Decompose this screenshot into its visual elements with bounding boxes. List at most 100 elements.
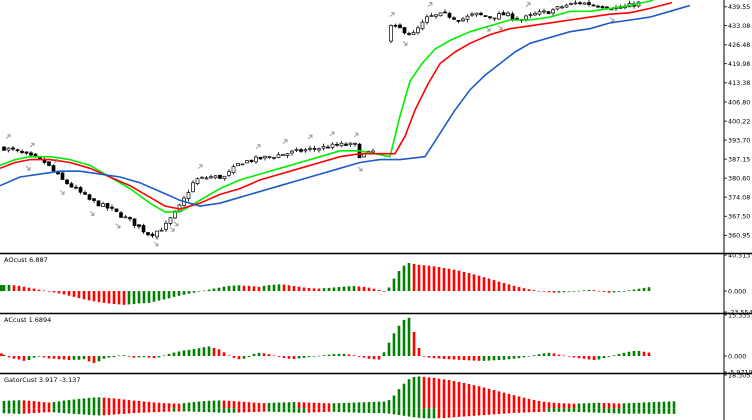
oscillator-bar xyxy=(177,351,181,357)
candle-body xyxy=(438,12,443,17)
oscillator-bar xyxy=(122,355,126,357)
oscillator-bar xyxy=(382,291,386,292)
gator-upper-bar xyxy=(387,400,391,409)
candle-body xyxy=(92,198,96,201)
fractal-up-arrow xyxy=(427,2,433,7)
gator-upper-bar xyxy=(657,401,661,409)
candle-body xyxy=(78,187,83,193)
candle-body xyxy=(222,175,227,179)
candle-body xyxy=(69,183,74,188)
oscillator-bar xyxy=(137,356,141,358)
oscillator-bar xyxy=(572,291,576,292)
oscillator-bar xyxy=(612,355,616,357)
gator-upper-bar xyxy=(287,402,291,409)
gator-lower-bar xyxy=(467,408,471,417)
oscillator-bar xyxy=(187,349,191,357)
gator-upper-bar xyxy=(452,380,456,409)
oscillator-bar xyxy=(142,356,146,358)
gator-lower-bar xyxy=(212,408,216,413)
gator-lower-bar xyxy=(332,408,336,412)
oscillator-bar xyxy=(222,352,226,357)
gator-lower-bar xyxy=(227,408,231,413)
candle-body xyxy=(141,225,146,233)
gator-lower-bar xyxy=(377,408,381,414)
oscillator-bar xyxy=(182,291,186,295)
candle-body xyxy=(119,212,123,218)
oscillator-bar xyxy=(447,268,451,292)
oscillator-bar xyxy=(427,265,431,292)
gator-lower-bar xyxy=(32,408,36,414)
candle-body xyxy=(240,163,245,166)
oscillator-bar xyxy=(552,353,556,357)
gator-upper-bar xyxy=(507,393,511,409)
gator-lower-bar xyxy=(617,408,621,414)
fractal-up-arrow xyxy=(29,142,35,148)
gator-upper-bar xyxy=(42,402,46,409)
oscillator-bar xyxy=(457,356,461,360)
gator-lower-bar xyxy=(432,408,436,419)
gator-upper-bar xyxy=(17,400,21,409)
oscillator-bar xyxy=(342,353,346,357)
candle-body xyxy=(290,150,294,154)
candle-body xyxy=(479,12,483,16)
candle-body xyxy=(528,14,533,16)
oscillator-bar xyxy=(597,356,601,360)
oscillator-bar xyxy=(57,356,61,360)
gator-lower-bar xyxy=(257,408,261,412)
oscillator-bar xyxy=(277,356,281,357)
oscillator-bar xyxy=(392,333,396,357)
price-tick-label: 433.08 xyxy=(728,22,750,30)
gator-lower-bar xyxy=(282,408,286,413)
gator-upper-bar xyxy=(672,401,676,409)
gator-lower-bar xyxy=(637,408,641,414)
oscillator-bar xyxy=(452,356,456,360)
candle-body xyxy=(155,230,159,238)
oscillator-bar xyxy=(447,356,451,360)
oscillator-bar xyxy=(242,285,246,292)
gator-lower-bar xyxy=(512,408,516,413)
candle-body xyxy=(416,27,420,34)
oscillator-bar xyxy=(527,356,531,357)
oscillator-bar xyxy=(242,356,246,359)
gator-upper-bar xyxy=(362,402,366,409)
candle-body xyxy=(105,203,110,209)
oscillator-bar xyxy=(422,265,426,292)
gator-lower-bar xyxy=(422,408,426,419)
oscillator-bar xyxy=(542,353,546,357)
fractal-up-arrow xyxy=(329,131,335,137)
gator-upper-bar xyxy=(642,402,646,409)
candle-body xyxy=(551,9,555,14)
candle-body xyxy=(128,217,132,220)
candle-body xyxy=(371,150,375,153)
oscillator-bar xyxy=(97,356,101,362)
candle-body xyxy=(137,224,141,227)
candle-body xyxy=(326,146,330,149)
oscillator-bar xyxy=(382,352,386,357)
gatorcust-panel: GatorCust 3.917 -3.137 18.305 xyxy=(2,371,750,419)
oscillator-bar xyxy=(502,356,506,360)
gator-upper-bar xyxy=(622,403,626,409)
gator-upper-bar xyxy=(247,402,251,409)
gator-lower-bar xyxy=(472,408,476,416)
candle-body xyxy=(501,12,506,16)
gator-lower-bar xyxy=(562,408,566,412)
gator-upper-bar xyxy=(462,382,466,409)
gator-upper-bar xyxy=(647,402,651,409)
oscillator-bar xyxy=(647,352,651,357)
oscillator-bar xyxy=(102,356,106,359)
oscillator-bar xyxy=(607,356,611,357)
candle-body xyxy=(407,33,411,35)
oscillator-bar xyxy=(82,356,86,360)
gator-upper-bar xyxy=(547,402,551,409)
oscillator-bar xyxy=(122,291,126,305)
gator-upper-bar xyxy=(517,396,521,409)
oscillator-bar xyxy=(252,286,256,292)
gator-upper-bar xyxy=(552,402,556,409)
gator-lower-bar xyxy=(27,408,31,414)
gator-upper-bar xyxy=(617,403,621,409)
oscillator-bar xyxy=(72,291,76,297)
candle-body xyxy=(132,218,137,227)
price-tick-label: 374.08 xyxy=(728,193,750,201)
oscillator-bar xyxy=(567,356,571,357)
gator-lower-bar xyxy=(652,408,656,414)
